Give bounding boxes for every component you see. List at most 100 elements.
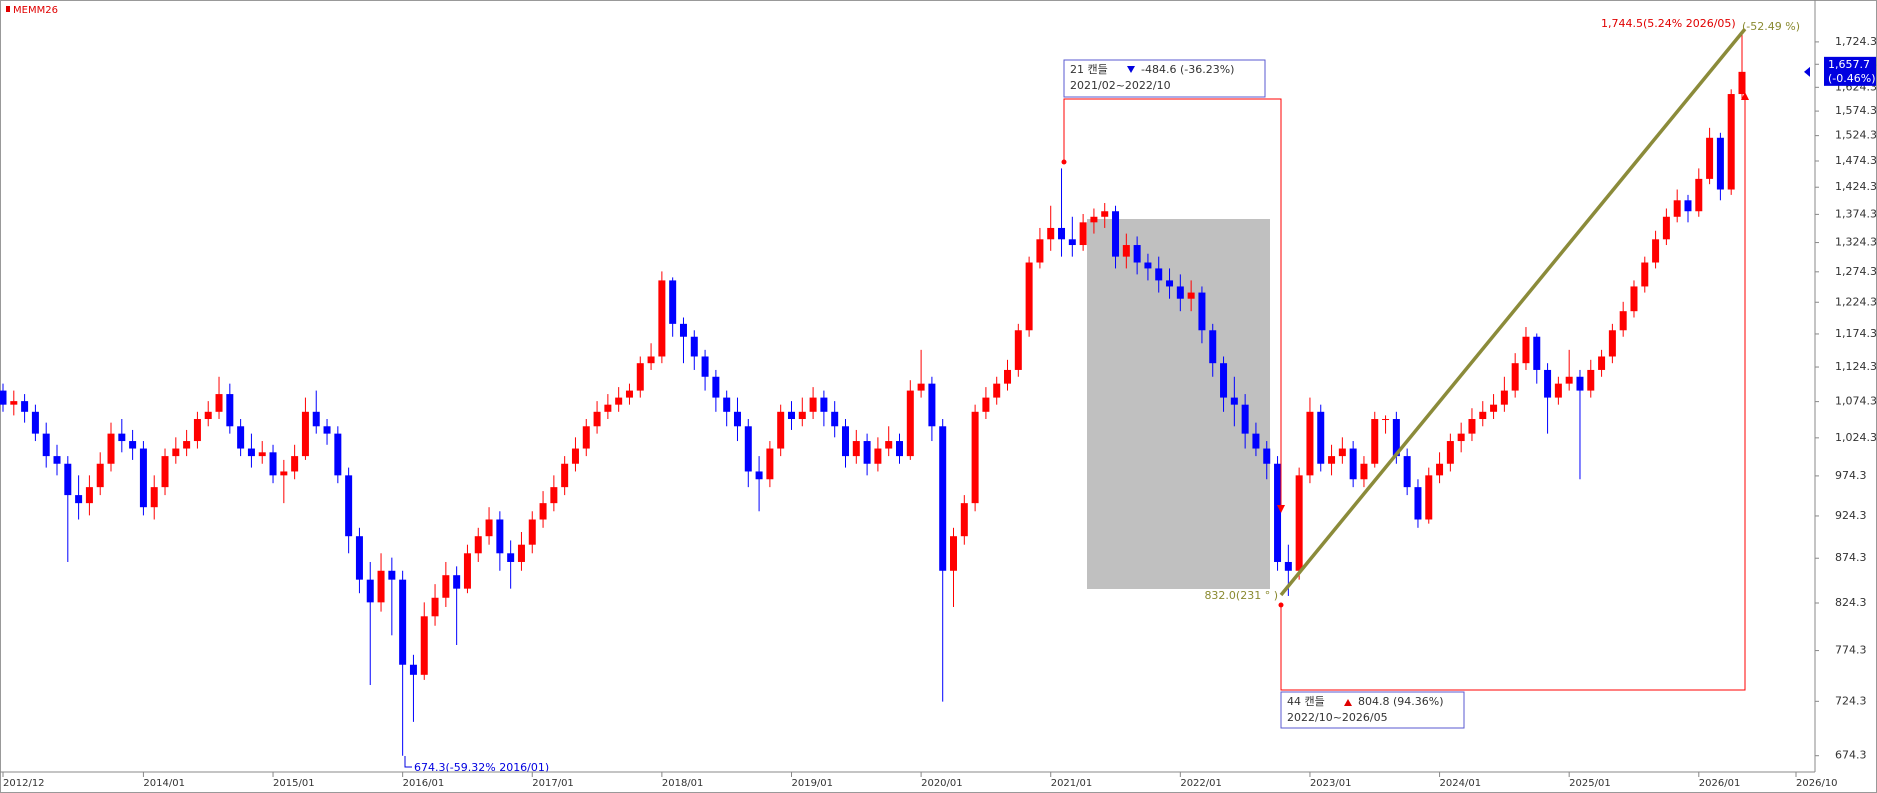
candle-body <box>863 441 871 464</box>
candle-body <box>139 448 147 508</box>
candle-body <box>517 544 525 562</box>
candle-body <box>874 448 882 464</box>
candle-body <box>1673 200 1681 217</box>
candle-body <box>928 383 936 427</box>
candle-body <box>1490 404 1498 412</box>
candle-body <box>1025 262 1033 331</box>
candle-body <box>1403 456 1411 488</box>
arrow-up <box>1741 92 1749 100</box>
candle-body <box>161 456 169 488</box>
candle-body <box>1036 239 1044 263</box>
candle-body <box>528 519 536 545</box>
candle-body <box>420 616 428 675</box>
last-price: 1,657.7(-0.46%) <box>1804 56 1876 86</box>
candle-body <box>247 448 255 457</box>
candle-body <box>809 397 817 412</box>
y-tick-label: 874.3 <box>1835 551 1867 564</box>
candle-body <box>1565 376 1573 384</box>
candle-body <box>388 570 396 580</box>
candle-body <box>571 448 579 464</box>
candle-body <box>658 280 666 357</box>
price-pointer <box>1804 66 1810 77</box>
candle-body <box>1392 419 1400 457</box>
candle-body <box>1133 245 1141 263</box>
y-tick-label: 924.3 <box>1835 509 1867 522</box>
candle-body <box>1446 441 1454 464</box>
angle-label: (-52.49 %) <box>1742 20 1800 33</box>
price-box <box>1824 56 1876 86</box>
candle-body <box>1090 216 1098 223</box>
candle-body <box>1382 419 1390 421</box>
candle-body <box>1738 71 1746 95</box>
y-tick-label: 1,524.3 <box>1835 129 1877 142</box>
candle-body <box>669 280 677 324</box>
candle-body <box>1306 411 1314 476</box>
candle-body <box>485 519 493 537</box>
candle-body <box>679 323 687 337</box>
candle-body <box>463 553 471 589</box>
candle-body <box>215 394 223 412</box>
rise-change: 804.8 (94.36%) <box>1358 695 1444 708</box>
candle-body <box>1652 239 1660 263</box>
candle-body <box>1695 178 1703 212</box>
candle-body <box>366 579 374 603</box>
candle-body <box>647 356 655 364</box>
x-tick-label: 2016/01 <box>403 778 445 789</box>
candle-body <box>539 503 547 520</box>
candle-body <box>1241 404 1249 434</box>
candle-body <box>1414 487 1422 520</box>
candle-body <box>399 579 407 665</box>
candle-body <box>258 452 266 457</box>
trough-dot <box>1278 602 1284 608</box>
candle-body <box>1587 369 1595 391</box>
x-tick-label: 2021/01 <box>1051 778 1093 789</box>
candle-body <box>712 376 720 398</box>
candle-body <box>172 448 180 457</box>
candle-body <box>474 536 482 554</box>
candle-body <box>1122 245 1130 257</box>
candle-body <box>1436 463 1444 476</box>
candle-body <box>355 536 363 580</box>
candle-body <box>604 404 612 412</box>
range-shade <box>1087 219 1270 589</box>
candle-body <box>64 463 72 496</box>
candle-body <box>885 441 893 449</box>
ruler-lines <box>1063 72 1746 691</box>
candle-body <box>1716 137 1724 190</box>
candle-body <box>798 411 806 420</box>
candle-body <box>982 397 990 412</box>
candle-body <box>582 426 590 449</box>
rise-box <box>1280 691 1465 729</box>
candle-body <box>777 411 785 449</box>
y-tick-label: 824.3 <box>1835 596 1867 609</box>
candle-body <box>615 397 623 405</box>
candle-body <box>409 664 417 675</box>
y-tick-label: 1,124.3 <box>1835 360 1877 373</box>
x-tick-label: 2020/01 <box>921 778 963 789</box>
candle-body <box>1176 286 1184 299</box>
candle-body <box>53 456 61 464</box>
candle-body <box>345 475 353 537</box>
candle-body <box>744 426 752 472</box>
x-tick-label: 2015/01 <box>273 778 315 789</box>
candle-body <box>1349 448 1357 480</box>
candle-body <box>0 390 7 405</box>
candle-body <box>107 433 115 464</box>
candle-body <box>42 433 50 457</box>
candle-body <box>118 433 126 442</box>
candle-body <box>1727 94 1735 190</box>
candle-body <box>1544 369 1552 398</box>
candle-body <box>204 411 212 420</box>
price-value: 1,657.7 <box>1828 58 1870 71</box>
candle-body <box>312 411 320 427</box>
down-triangle <box>1127 66 1135 73</box>
candles <box>0 33 1746 756</box>
rise-period: 2022/10~2026/05 <box>1287 711 1388 724</box>
y-tick-label: 974.3 <box>1835 469 1867 482</box>
candle-body <box>1274 463 1282 562</box>
candle-body <box>1166 280 1174 287</box>
candle-body <box>593 411 601 427</box>
y-tick-label: 1,424.3 <box>1835 180 1877 193</box>
